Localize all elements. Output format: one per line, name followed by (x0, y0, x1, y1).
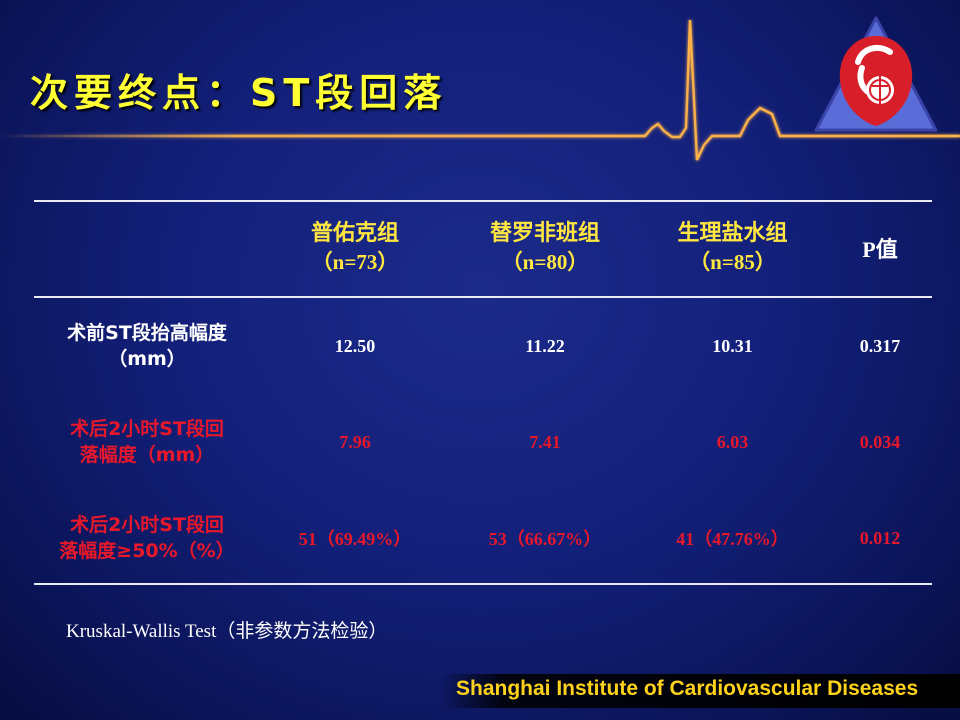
row-label-line: 落幅度（mm） (79, 444, 215, 466)
column-header-name: 普佑克组 (310, 221, 399, 246)
table-cell: 51（69.49%） (298, 529, 412, 549)
table-cell-p-value: 0.012 (859, 527, 901, 548)
table-cell: 12.50 (334, 335, 376, 356)
column-header-p-value: P值 (835, 216, 925, 280)
slide-title: 次要终点：ST段回落 (30, 71, 448, 115)
column-header-n: （n=73） (311, 250, 399, 274)
footer-bar (440, 674, 960, 708)
column-header-n: （n=80） (501, 250, 589, 274)
table-row-label-post-st-resolution: 术后2小时ST段回 落幅度（mm） (34, 412, 260, 472)
table-bottom-rule (34, 583, 932, 585)
column-header-n: （n=85） (689, 250, 776, 274)
row-label-line: 落幅度≥50%（%） (59, 540, 235, 562)
column-header-p-label: P值 (862, 237, 898, 262)
row-label-line: 术后2小时ST段回 (70, 514, 224, 536)
ecg-trace-graphic (0, 19, 960, 161)
column-header-saline: 生理盐水组 （n=85） (645, 216, 820, 280)
table-cell: 10.31 (712, 335, 753, 356)
row-label-line: 术后2小时ST段回 (70, 418, 224, 440)
table-cell: 7.41 (529, 431, 561, 452)
table-cell: 11.22 (525, 335, 565, 356)
statistical-test-footnote: Kruskal-Wallis Test（非参数方法检验） (66, 621, 388, 642)
column-header-tirofiban: 替罗非班组 （n=80） (455, 216, 635, 280)
table-cell: 6.03 (716, 431, 749, 452)
institute-name: Shanghai Institute of Cardiovascular Dis… (456, 677, 919, 700)
table-header-rule (34, 296, 932, 298)
institute-logo-icon (814, 16, 938, 132)
table-cell: 41（47.76%） (676, 529, 789, 549)
table-cell-p-value: 0.317 (859, 335, 901, 356)
table-cell: 7.96 (339, 431, 371, 452)
table-top-rule (34, 200, 932, 202)
row-label-line: （mm） (108, 348, 186, 370)
column-header-name: 替罗非班组 (489, 221, 600, 246)
column-header-name: 生理盐水组 (677, 221, 788, 246)
table-cell: 53（66.67%） (488, 529, 602, 549)
row-label-line: 术前ST段抬高幅度 (67, 322, 227, 344)
table-cell-p-value: 0.034 (859, 431, 901, 452)
column-header-puyouke: 普佑克组 （n=73） (270, 216, 440, 280)
table-row-label-post-st-resolution-50pct: 术后2小时ST段回 落幅度≥50%（%） (34, 508, 260, 568)
table-row-label-pre-st-elevation: 术前ST段抬高幅度 （mm） (34, 316, 260, 376)
